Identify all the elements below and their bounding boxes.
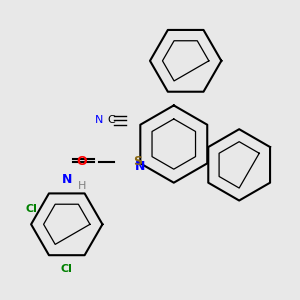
Text: O: O [76, 155, 87, 168]
Text: N: N [61, 173, 72, 186]
Text: N: N [95, 115, 104, 125]
Text: N: N [135, 160, 146, 173]
Text: Cl: Cl [61, 264, 73, 274]
Text: H: H [77, 181, 86, 191]
Text: Cl: Cl [25, 204, 37, 214]
Text: S: S [134, 155, 142, 168]
Text: C: C [107, 115, 115, 125]
